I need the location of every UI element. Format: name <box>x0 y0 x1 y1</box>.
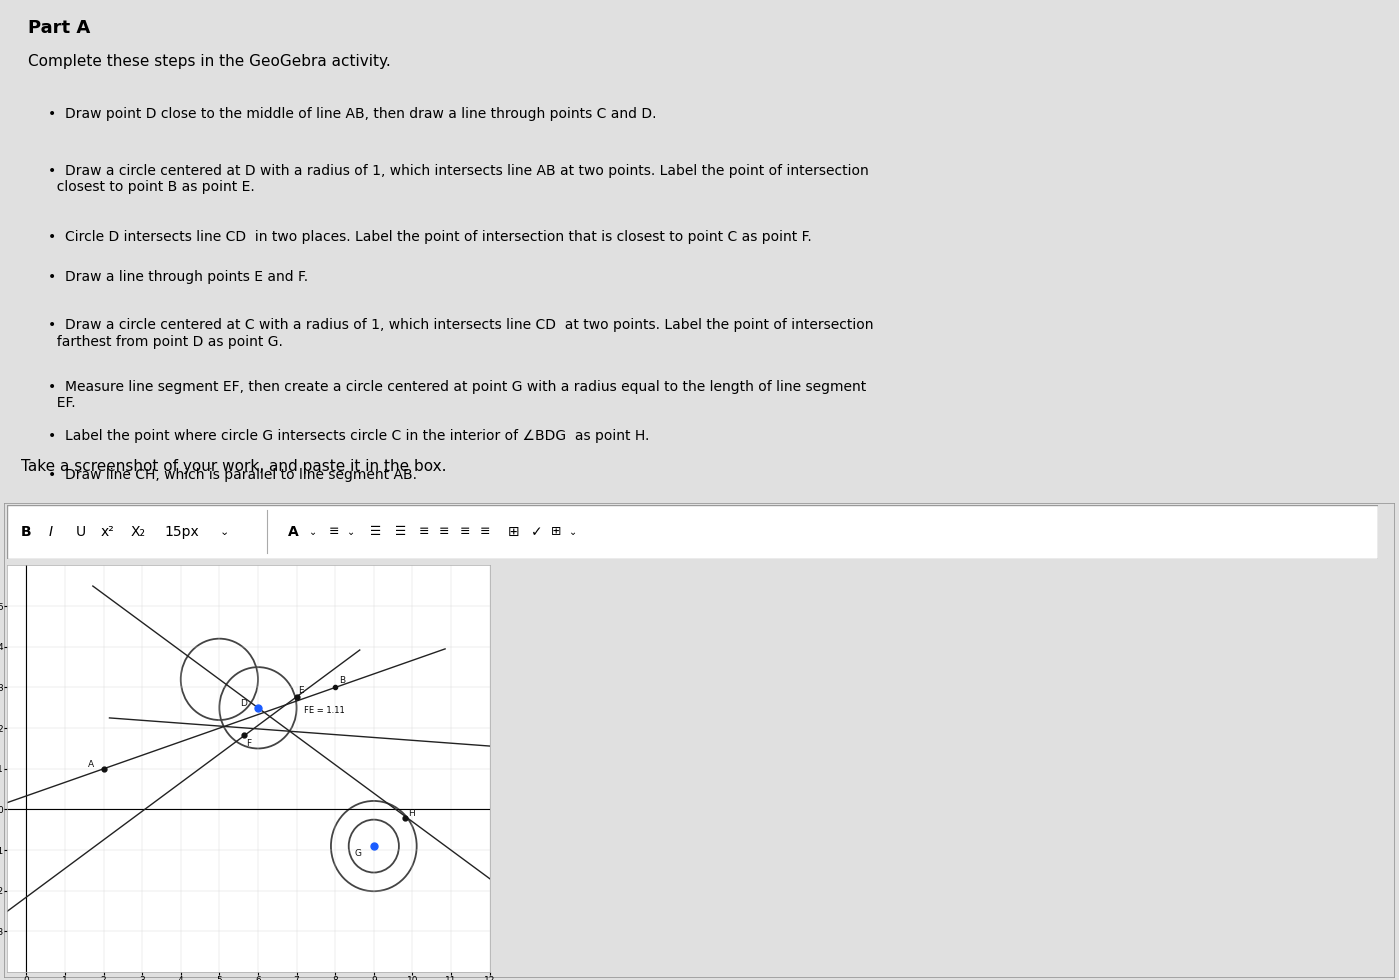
Text: ⌄: ⌄ <box>309 526 316 537</box>
Text: I: I <box>48 524 52 539</box>
Text: ⌄: ⌄ <box>569 526 578 537</box>
Text: B: B <box>21 524 31 539</box>
Text: U: U <box>76 524 85 539</box>
Text: ⌄: ⌄ <box>347 526 355 537</box>
Text: Take a screenshot of your work, and paste it in the box.: Take a screenshot of your work, and past… <box>21 459 446 473</box>
Text: D: D <box>241 699 248 708</box>
Text: A: A <box>288 524 299 539</box>
Text: E: E <box>298 686 304 695</box>
Text: •  Label the point where circle G intersects circle C in the interior of ∠BDG  a: • Label the point where circle G interse… <box>48 429 649 443</box>
Text: ☰: ☰ <box>371 525 382 538</box>
Text: ≡: ≡ <box>329 525 340 538</box>
Text: Complete these steps in the GeoGebra activity.: Complete these steps in the GeoGebra act… <box>28 54 390 69</box>
Text: G: G <box>354 850 361 858</box>
Text: B: B <box>339 676 346 685</box>
Text: x²: x² <box>101 524 113 539</box>
Text: ☰: ☰ <box>395 525 406 538</box>
Text: ≡: ≡ <box>480 525 491 538</box>
Text: H: H <box>409 808 416 817</box>
Text: •  Draw a line through points E and F.: • Draw a line through points E and F. <box>48 270 308 284</box>
Text: Part A: Part A <box>28 19 90 36</box>
Text: •  Draw a circle centered at C with a radius of 1, which intersects line CD  at : • Draw a circle centered at C with a rad… <box>48 318 874 349</box>
Text: F: F <box>246 739 252 748</box>
Text: ≡: ≡ <box>418 525 429 538</box>
Text: ⊞: ⊞ <box>551 525 562 538</box>
Text: ⊞: ⊞ <box>508 524 519 539</box>
Text: •  Circle D intersects line CD  in two places. Label the point of intersection t: • Circle D intersects line CD in two pla… <box>48 230 811 244</box>
Text: •  Draw line CH, which is parallel to line segment AB.: • Draw line CH, which is parallel to lin… <box>48 468 417 482</box>
Text: ≡: ≡ <box>459 525 470 538</box>
Text: A: A <box>88 760 94 768</box>
FancyBboxPatch shape <box>7 505 1378 559</box>
Text: ✓: ✓ <box>530 524 543 539</box>
Text: FE = 1.11: FE = 1.11 <box>305 707 346 715</box>
Text: •  Draw point D close to the middle of line AB, then draw a line through points : • Draw point D close to the middle of li… <box>48 107 656 121</box>
Text: •  Measure line segment EF, then create a circle centered at point G with a radi: • Measure line segment EF, then create a… <box>48 380 866 411</box>
Text: •  Draw a circle centered at D with a radius of 1, which intersects line AB at t: • Draw a circle centered at D with a rad… <box>48 164 869 194</box>
Text: ⌄: ⌄ <box>220 526 229 537</box>
Text: 15px: 15px <box>165 524 200 539</box>
Text: ≡: ≡ <box>439 525 449 538</box>
Text: X₂: X₂ <box>130 524 145 539</box>
